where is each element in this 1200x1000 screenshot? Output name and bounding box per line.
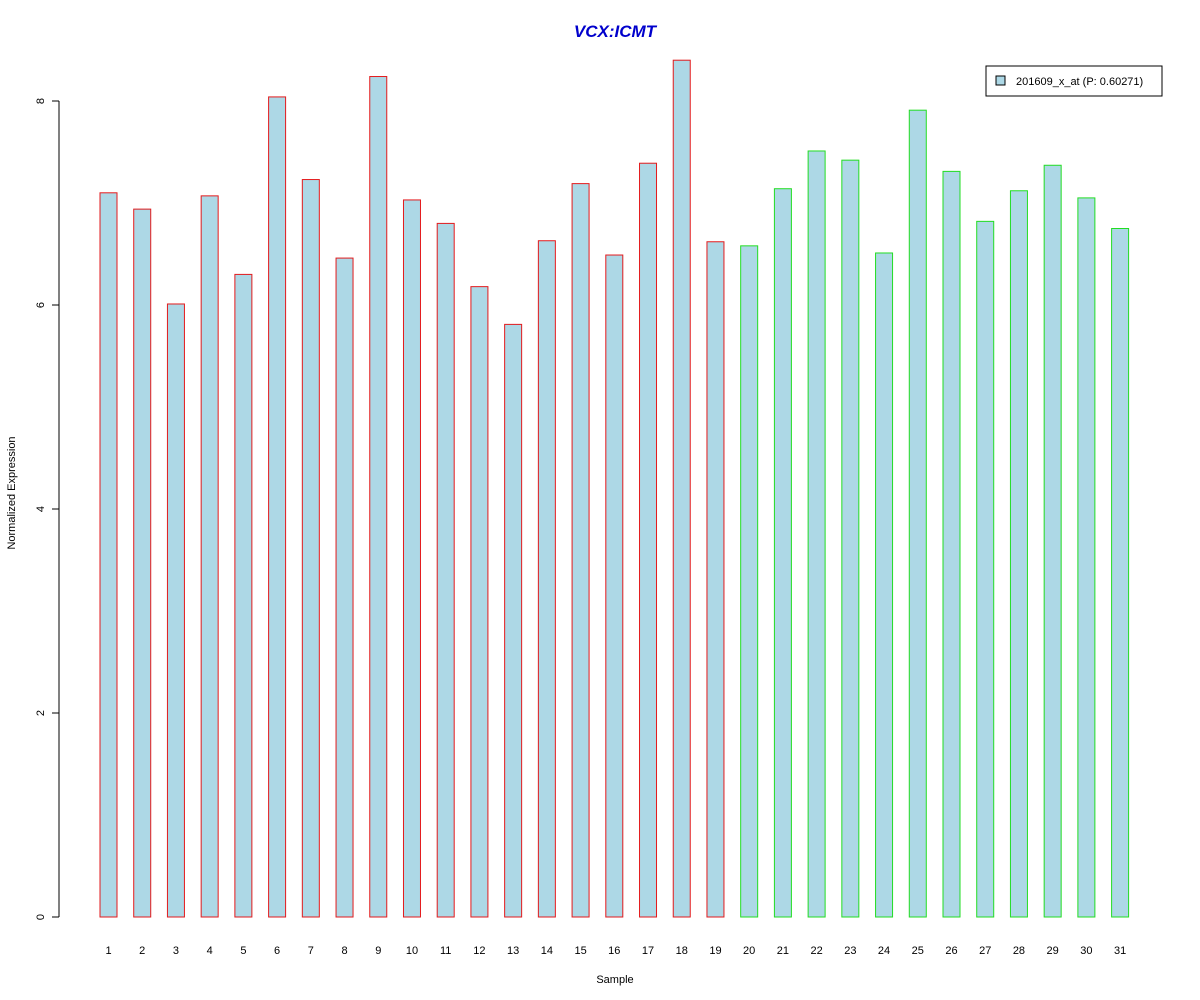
bar-sample-31 [1111, 228, 1130, 918]
bar-sample-30 [1077, 197, 1096, 918]
x-tick-label: 15 [574, 945, 586, 957]
bar-sample-9 [369, 76, 388, 918]
bar-sample-29 [1043, 164, 1062, 918]
x-tick-label: 27 [979, 945, 991, 957]
bar-sample-12 [470, 286, 489, 918]
x-tick-label: 7 [308, 945, 314, 957]
x-tick-label: 14 [541, 945, 553, 957]
bar-sample-26 [942, 170, 961, 918]
bar-sample-24 [875, 252, 894, 918]
bars [99, 59, 1130, 918]
x-tick-label: 17 [642, 945, 654, 957]
y-axis: 0 2 4 6 8 [35, 98, 60, 920]
bar-sample-10 [402, 199, 421, 918]
x-axis-label: Sample [596, 974, 633, 986]
bar-sample-8 [335, 257, 354, 918]
x-tick-label: 24 [878, 945, 890, 957]
x-tick-label: 26 [945, 945, 957, 957]
x-tick-label: 16 [608, 945, 620, 957]
x-tick-label: 8 [341, 945, 347, 957]
x-tick-label: 31 [1114, 945, 1126, 957]
x-tick-label: 30 [1080, 945, 1092, 957]
bar-sample-15 [571, 183, 590, 918]
bar-sample-27 [976, 220, 995, 918]
x-tick-label: 23 [844, 945, 856, 957]
bar-sample-23 [841, 159, 860, 918]
x-tick-label: 11 [440, 945, 451, 957]
bar-sample-22 [807, 150, 826, 918]
y-axis-label: Normalized Expression [6, 436, 18, 549]
bar-sample-11 [436, 222, 455, 918]
y-tick-label: 4 [35, 506, 47, 512]
bar-sample-3 [166, 303, 185, 918]
legend: 201609_x_at (P: 0.60271) [985, 65, 1163, 97]
x-tick-label: 1 [105, 945, 111, 957]
y-tick-label: 8 [35, 98, 47, 104]
bar-sample-7 [301, 179, 320, 918]
bar-sample-14 [537, 240, 556, 918]
bar-sample-1 [99, 192, 118, 918]
bar-sample-28 [1009, 190, 1028, 918]
bar-sample-19 [706, 241, 725, 918]
x-tick-label: 6 [274, 945, 280, 957]
x-tick-label: 29 [1047, 945, 1059, 957]
bar-sample-17 [639, 162, 658, 918]
legend-swatch [995, 75, 1006, 86]
x-tick-label: 9 [375, 945, 381, 957]
legend-label: 201609_x_at (P: 0.60271) [1016, 76, 1143, 88]
x-tick-label: 5 [240, 945, 246, 957]
x-tick-label: 21 [777, 945, 789, 957]
x-tick-label: 18 [676, 945, 688, 957]
x-tick-label: 10 [406, 945, 418, 957]
x-tick-label: 22 [810, 945, 822, 957]
legend-box [985, 65, 1163, 97]
x-tick-label: 20 [743, 945, 755, 957]
y-tick-label: 6 [35, 302, 47, 308]
x-tick-label: 12 [473, 945, 485, 957]
x-tick-label: 28 [1013, 945, 1025, 957]
x-tick-label: 2 [139, 945, 145, 957]
x-tick-label: 25 [912, 945, 924, 957]
x-tick-label: 19 [709, 945, 721, 957]
x-tick-label: 4 [207, 945, 213, 957]
bar-sample-20 [740, 245, 759, 918]
bar-sample-13 [504, 323, 523, 918]
bar-sample-4 [200, 195, 219, 918]
bar-sample-5 [234, 273, 253, 918]
y-tick-label: 0 [35, 914, 47, 920]
chart-title: VCX:ICMT [574, 22, 658, 41]
bar-sample-16 [605, 254, 624, 918]
x-tick-labels: 1 2 3 4 5 6 7 8 9 10 11 12 13 14 15 16 17 18 19 20 21 22 23 24 2… [105, 945, 1126, 957]
bar-sample-6 [268, 96, 287, 918]
bar-sample-2 [133, 208, 152, 918]
x-tick-label: 13 [507, 945, 519, 957]
bar-sample-18 [672, 59, 691, 918]
x-tick-label: 3 [173, 945, 179, 957]
bar-sample-21 [773, 188, 792, 918]
bar-sample-25 [908, 109, 927, 918]
y-tick-label: 2 [35, 710, 47, 716]
